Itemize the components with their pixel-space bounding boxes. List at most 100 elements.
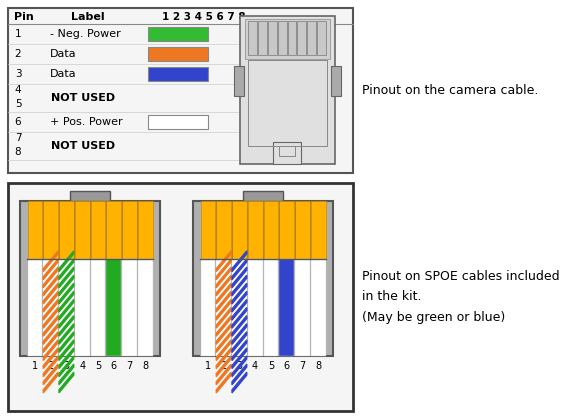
Bar [148, 27, 208, 41]
Bar [148, 67, 208, 81]
Bar [248, 201, 263, 259]
Text: Label: Label [71, 12, 105, 22]
Polygon shape [232, 340, 247, 361]
Polygon shape [43, 356, 58, 377]
Text: 5: 5 [95, 361, 101, 371]
Text: 1: 1 [32, 361, 38, 371]
Polygon shape [43, 299, 58, 320]
Bar [234, 66, 244, 96]
Text: 5: 5 [268, 361, 274, 371]
Bar [75, 259, 90, 356]
Bar [268, 21, 277, 55]
Text: 3: 3 [236, 361, 242, 371]
Polygon shape [216, 267, 231, 288]
Polygon shape [59, 364, 74, 385]
Text: 1 2 3 4 5 6 7 8: 1 2 3 4 5 6 7 8 [162, 12, 246, 22]
Bar [43, 259, 58, 356]
Bar [311, 201, 325, 259]
Polygon shape [232, 324, 247, 344]
Bar [279, 201, 294, 259]
Bar [295, 201, 309, 259]
Text: Data: Data [50, 69, 77, 79]
Text: 1: 1 [205, 361, 211, 371]
Polygon shape [43, 324, 58, 344]
Bar [258, 21, 267, 55]
Bar [216, 259, 231, 356]
Bar [279, 146, 295, 156]
Polygon shape [232, 251, 247, 271]
Text: NOT USED: NOT USED [51, 93, 115, 103]
Polygon shape [232, 307, 247, 328]
Bar [232, 201, 247, 259]
Polygon shape [232, 372, 247, 393]
Bar [148, 115, 208, 129]
Bar [311, 259, 325, 356]
Text: 3: 3 [15, 69, 21, 79]
Polygon shape [59, 283, 74, 304]
Polygon shape [43, 364, 58, 385]
Bar [263, 201, 278, 259]
Text: + Pos. Power: + Pos. Power [50, 117, 123, 127]
Text: Pinout on the camera cable.: Pinout on the camera cable. [362, 84, 538, 97]
Polygon shape [59, 356, 74, 377]
Text: 6: 6 [111, 361, 116, 371]
Bar [248, 259, 263, 356]
Bar [91, 259, 105, 356]
Bar [27, 259, 42, 356]
Bar [137, 201, 153, 259]
Bar [216, 201, 231, 259]
Polygon shape [59, 299, 74, 320]
Polygon shape [59, 332, 74, 352]
Text: 7: 7 [126, 361, 132, 371]
Bar [201, 259, 215, 356]
Text: 8: 8 [15, 147, 21, 157]
Bar [200, 259, 326, 356]
Bar [59, 201, 74, 259]
Polygon shape [43, 316, 58, 336]
Text: 7: 7 [15, 133, 21, 143]
Polygon shape [43, 348, 58, 369]
Text: - Neg. Power: - Neg. Power [50, 29, 121, 39]
Bar [240, 16, 335, 164]
Bar [106, 259, 121, 356]
Bar [278, 21, 287, 55]
Polygon shape [43, 275, 58, 296]
Polygon shape [59, 340, 74, 361]
Bar [148, 47, 208, 61]
Text: NOT USED: NOT USED [51, 141, 115, 151]
Polygon shape [232, 283, 247, 304]
Polygon shape [43, 307, 58, 328]
Bar [245, 19, 330, 59]
Bar [75, 201, 90, 259]
Bar [20, 201, 160, 356]
Polygon shape [216, 259, 231, 280]
Polygon shape [232, 348, 247, 369]
Bar [287, 21, 297, 55]
Polygon shape [232, 364, 247, 385]
Text: 2: 2 [47, 361, 54, 371]
Bar [331, 66, 341, 96]
Text: 4: 4 [252, 361, 258, 371]
Polygon shape [59, 348, 74, 369]
Text: 3: 3 [63, 361, 70, 371]
Text: 6: 6 [15, 117, 21, 127]
Polygon shape [232, 356, 247, 377]
Polygon shape [43, 372, 58, 393]
Polygon shape [43, 267, 58, 288]
Bar [27, 259, 153, 356]
Text: 7: 7 [300, 361, 305, 371]
Polygon shape [59, 275, 74, 296]
Polygon shape [216, 283, 231, 304]
Polygon shape [216, 299, 231, 320]
Bar [279, 259, 294, 356]
Text: 2: 2 [221, 361, 227, 371]
Polygon shape [43, 283, 58, 304]
Polygon shape [216, 291, 231, 312]
Polygon shape [216, 324, 231, 344]
Text: 6: 6 [284, 361, 290, 371]
Bar [122, 201, 137, 259]
Text: Data: Data [50, 49, 77, 59]
Polygon shape [216, 356, 231, 377]
Polygon shape [216, 340, 231, 361]
Polygon shape [216, 275, 231, 296]
